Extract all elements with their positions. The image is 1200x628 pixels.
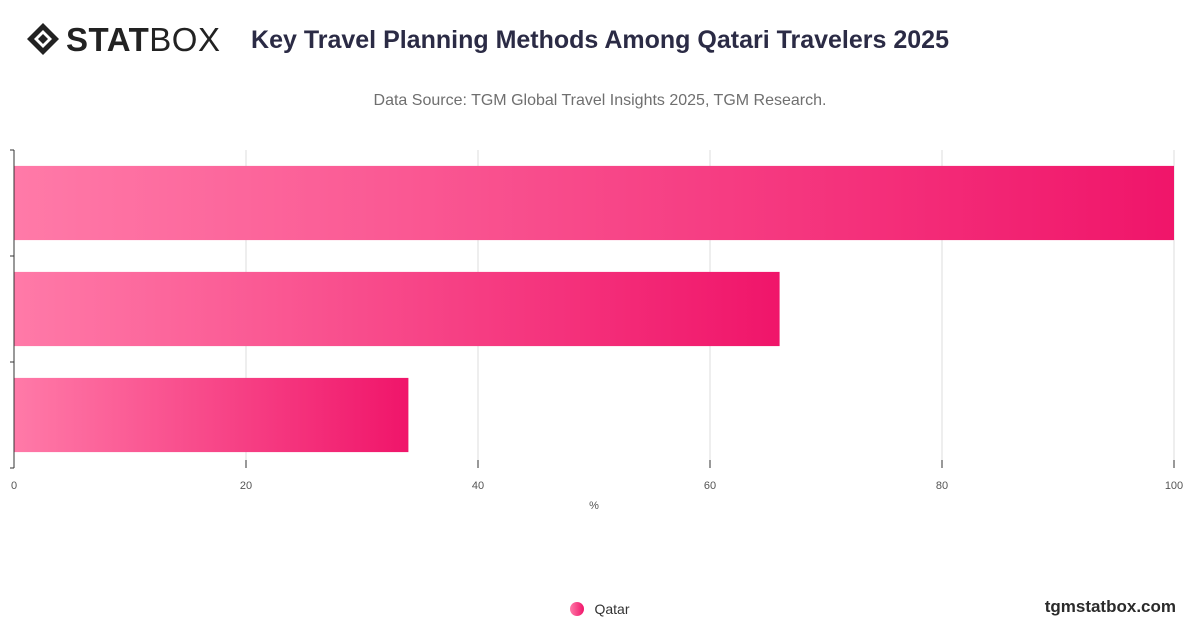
- bars: [14, 165, 1174, 453]
- chart-subtitle: Data Source: TGM Global Travel Insights …: [373, 92, 827, 109]
- x-axis-tick-label: 60: [704, 480, 716, 492]
- x-axis-tick-label: 100: [1165, 480, 1183, 492]
- logo-wordmark: STATBOX: [66, 23, 220, 56]
- axes: [10, 149, 1175, 469]
- logo-text-bold: STAT: [66, 20, 150, 58]
- x-axis-label: %: [589, 500, 599, 512]
- statbox-logo[interactable]: STATBOX: [26, 22, 220, 56]
- legend-marker-qatar: [570, 602, 585, 616]
- chart-title: Key Travel Planning Methods Among Qatari…: [251, 26, 949, 54]
- bar[interactable]: [14, 377, 409, 453]
- x-axis-tick-label: 20: [240, 480, 252, 492]
- x-axis-tick-labels: 0 20 40 60 80 100: [11, 480, 1183, 492]
- bar[interactable]: [14, 271, 780, 347]
- chart-legend[interactable]: Qatar: [0, 601, 1200, 617]
- x-axis-tick-label: 40: [472, 480, 484, 492]
- x-axis-tick-label: 0: [11, 480, 17, 492]
- legend-label-qatar: Qatar: [594, 601, 630, 617]
- x-axis-tick-label: 80: [936, 480, 948, 492]
- statbox-diamond-icon: [27, 23, 59, 55]
- logo-text-thin: BOX: [149, 20, 221, 58]
- website-label[interactable]: tgmstatbox.com: [1044, 597, 1176, 616]
- bar[interactable]: [14, 165, 1174, 241]
